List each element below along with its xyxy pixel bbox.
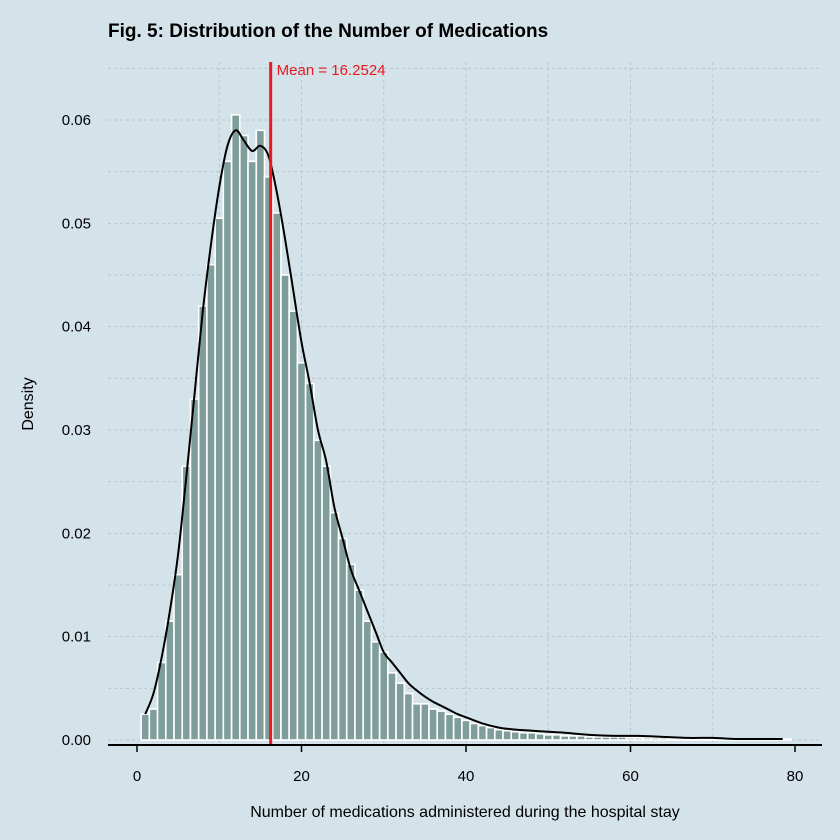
histogram-bar <box>707 738 718 741</box>
histogram-bar <box>781 738 792 741</box>
histogram-bar <box>518 731 529 741</box>
histogram-bar <box>576 735 587 741</box>
y-tick-label: 0.03 <box>62 422 91 439</box>
histogram-bar <box>642 737 652 741</box>
histogram-bar <box>206 263 216 741</box>
histogram-bar <box>255 129 266 741</box>
histogram-bar <box>197 305 208 741</box>
histogram-bar <box>568 735 578 741</box>
histogram-bar <box>699 738 710 741</box>
histogram-bar <box>239 134 249 741</box>
histogram-bar <box>683 738 693 741</box>
histogram-bar <box>164 620 175 741</box>
x-axis-label: Number of medications administered durin… <box>250 804 680 821</box>
histogram-bar <box>510 730 521 741</box>
histogram-bar <box>551 734 562 741</box>
y-tick-label: 0.05 <box>62 215 91 232</box>
histogram-bar <box>419 703 430 741</box>
chart-title: Fig. 5: Distribution of the Number of Me… <box>108 21 548 42</box>
histogram-bar <box>214 217 225 741</box>
histogram-bar <box>378 651 389 741</box>
histogram-bar <box>403 692 414 741</box>
histogram-bar <box>387 672 397 741</box>
histogram-bar <box>543 734 554 741</box>
axes: 0 20 40 60 80 0.00 0.01 0.02 0.03 0.04 0.05 0.06 <box>62 112 822 785</box>
histogram-bar <box>337 537 348 741</box>
histogram-bar <box>600 736 611 741</box>
histogram-bar <box>452 716 463 741</box>
histogram-bar <box>658 737 669 741</box>
histogram-bar <box>691 738 702 741</box>
histogram-bar <box>674 738 685 741</box>
histogram-bar <box>625 737 636 741</box>
histogram-bar <box>469 722 480 741</box>
histogram-bar <box>592 736 603 741</box>
histogram-bar <box>222 160 233 741</box>
histogram-bar <box>526 731 537 741</box>
histogram-bar <box>584 736 595 741</box>
histogram-bar <box>633 737 644 741</box>
histogram-bars <box>140 114 792 741</box>
histogram-bar <box>280 274 290 741</box>
histogram-bar <box>411 703 422 741</box>
histogram-bar <box>395 682 406 741</box>
histogram-bar <box>559 735 570 741</box>
histogram-bar <box>345 563 356 741</box>
x-tick-label: 80 <box>787 768 804 785</box>
histogram-bar <box>502 729 513 741</box>
histogram-bar <box>321 465 332 741</box>
y-tick-label: 0.02 <box>62 525 91 542</box>
histogram-bar <box>370 641 381 741</box>
histogram-bar <box>247 160 258 741</box>
histogram-bar <box>609 736 619 741</box>
mean-label: Mean = 16.2524 <box>277 62 386 79</box>
histogram-bar <box>173 573 184 741</box>
histogram-bar <box>461 719 471 741</box>
histogram-bar <box>354 589 364 741</box>
histogram-bar <box>148 708 159 741</box>
y-tick-label: 0.00 <box>62 732 91 749</box>
histogram-bar <box>140 713 151 741</box>
x-tick-label: 0 <box>133 768 141 785</box>
histogram-bar <box>650 737 661 741</box>
density-curve-layer <box>144 129 783 741</box>
histogram-bar <box>617 736 628 741</box>
histogram-bar <box>189 398 200 741</box>
histogram-bar <box>271 212 282 741</box>
mean-marker: Mean = 16.2524 <box>269 62 386 745</box>
y-tick-label: 0.04 <box>62 319 91 336</box>
histogram-bar <box>313 439 323 741</box>
histogram-bar <box>329 511 340 741</box>
x-tick-label: 60 <box>622 768 639 785</box>
histogram-bar <box>493 728 504 741</box>
histogram-bar <box>485 726 496 741</box>
y-tick-label: 0.01 <box>62 629 91 646</box>
histogram-bar <box>444 713 455 741</box>
y-axis-label: Density <box>20 377 37 430</box>
histogram-bar <box>428 708 439 741</box>
histogram-bar <box>535 732 545 741</box>
histogram-bar <box>288 310 299 741</box>
x-tick-label: 20 <box>293 768 310 785</box>
y-tick-label: 0.06 <box>62 112 91 129</box>
histogram-bar <box>362 620 373 741</box>
x-tick-label: 40 <box>458 768 475 785</box>
histogram-bar <box>296 362 307 741</box>
histogram-bar <box>436 710 447 741</box>
density-curve <box>144 129 783 741</box>
histogram-bar <box>666 738 677 741</box>
histogram-bar <box>304 382 315 741</box>
histogram-bar <box>477 724 488 741</box>
histogram-bar <box>230 114 241 741</box>
